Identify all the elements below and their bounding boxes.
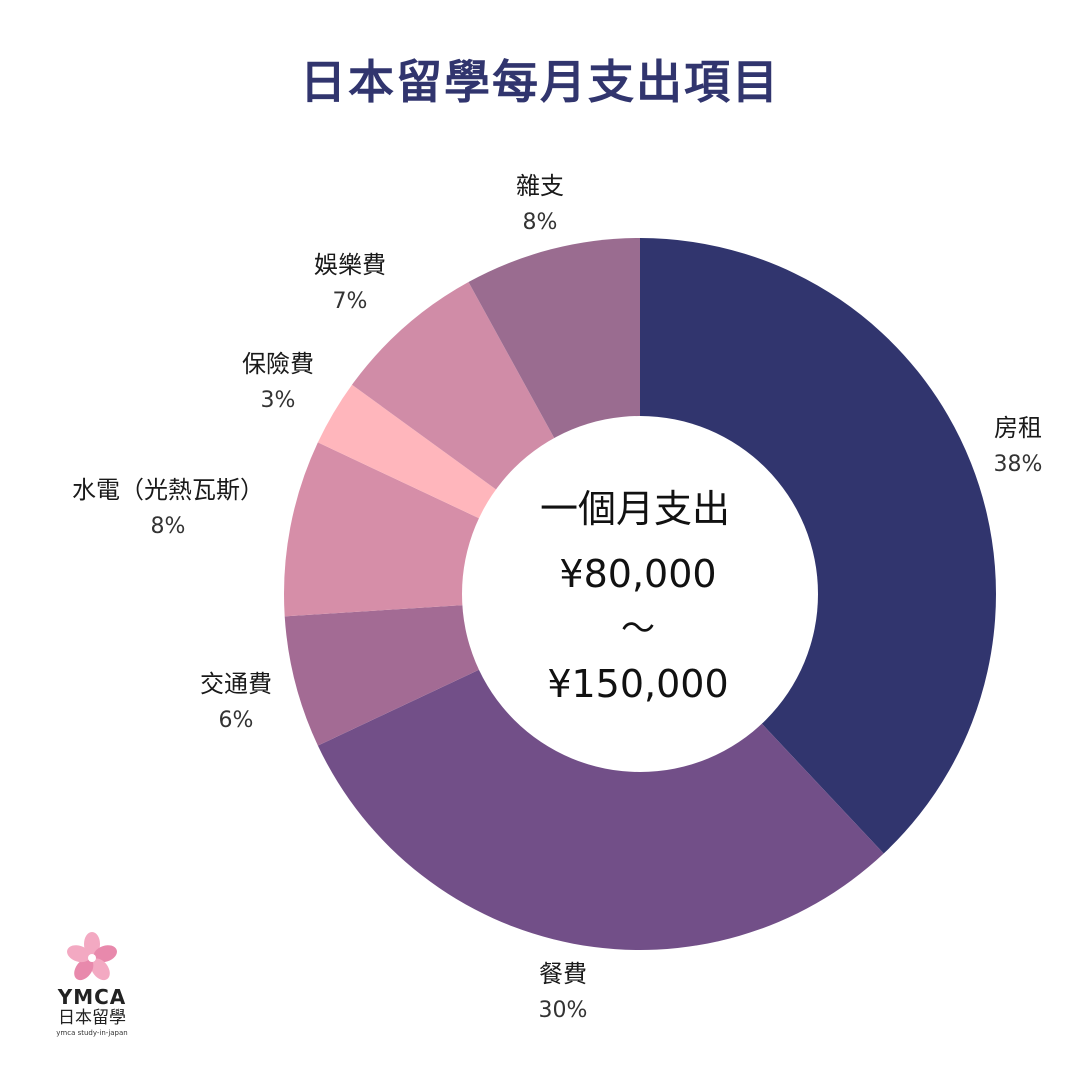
slice-pct-3: 8% (151, 514, 186, 539)
chart-title: 日本留學每月支出項目 (300, 55, 780, 109)
logo-brand: YMCA (57, 985, 127, 1009)
center-label-title: 一個月支出 (540, 487, 730, 531)
slice-1 (317, 594, 884, 951)
slice-pct-1: 30% (539, 998, 588, 1023)
slice-label-6: 雜支 (516, 172, 564, 200)
slice-label-4: 保險費 (242, 350, 314, 378)
slice-0 (640, 238, 996, 854)
slice-label-1: 餐費 (539, 960, 587, 988)
center-label-min: ¥80,000 (559, 552, 716, 596)
ymca-logo: YMCA 日本留學 ymca study-in-japan (46, 930, 138, 1038)
center-label-tilde: ～ (621, 609, 655, 649)
sakura-icon (67, 932, 117, 981)
slice-label-5: 娛樂費 (314, 251, 386, 279)
slice-pct-5: 7% (333, 289, 368, 314)
slice-label-0: 房租 (994, 414, 1042, 442)
slice-pct-0: 38% (994, 452, 1043, 477)
slice-pct-6: 8% (523, 210, 558, 235)
slice-label-3: 水電（光熱瓦斯） (72, 476, 264, 504)
slice-label-2: 交通費 (200, 670, 272, 698)
slice-pct-4: 3% (261, 388, 296, 413)
center-label-max: ¥150,000 (547, 662, 728, 706)
logo-tagline: ymca study-in-japan (56, 1029, 128, 1037)
donut-hole (462, 416, 818, 772)
logo-subtitle: 日本留學 (58, 1008, 126, 1028)
slice-labels: 房租 38% 餐費 30% 交通費 6% 水電（光熱瓦斯） 8% 保險費 3% 娛樂費 7% 雜支 8% (72, 172, 1042, 1023)
slice-pct-2: 6% (219, 708, 254, 733)
